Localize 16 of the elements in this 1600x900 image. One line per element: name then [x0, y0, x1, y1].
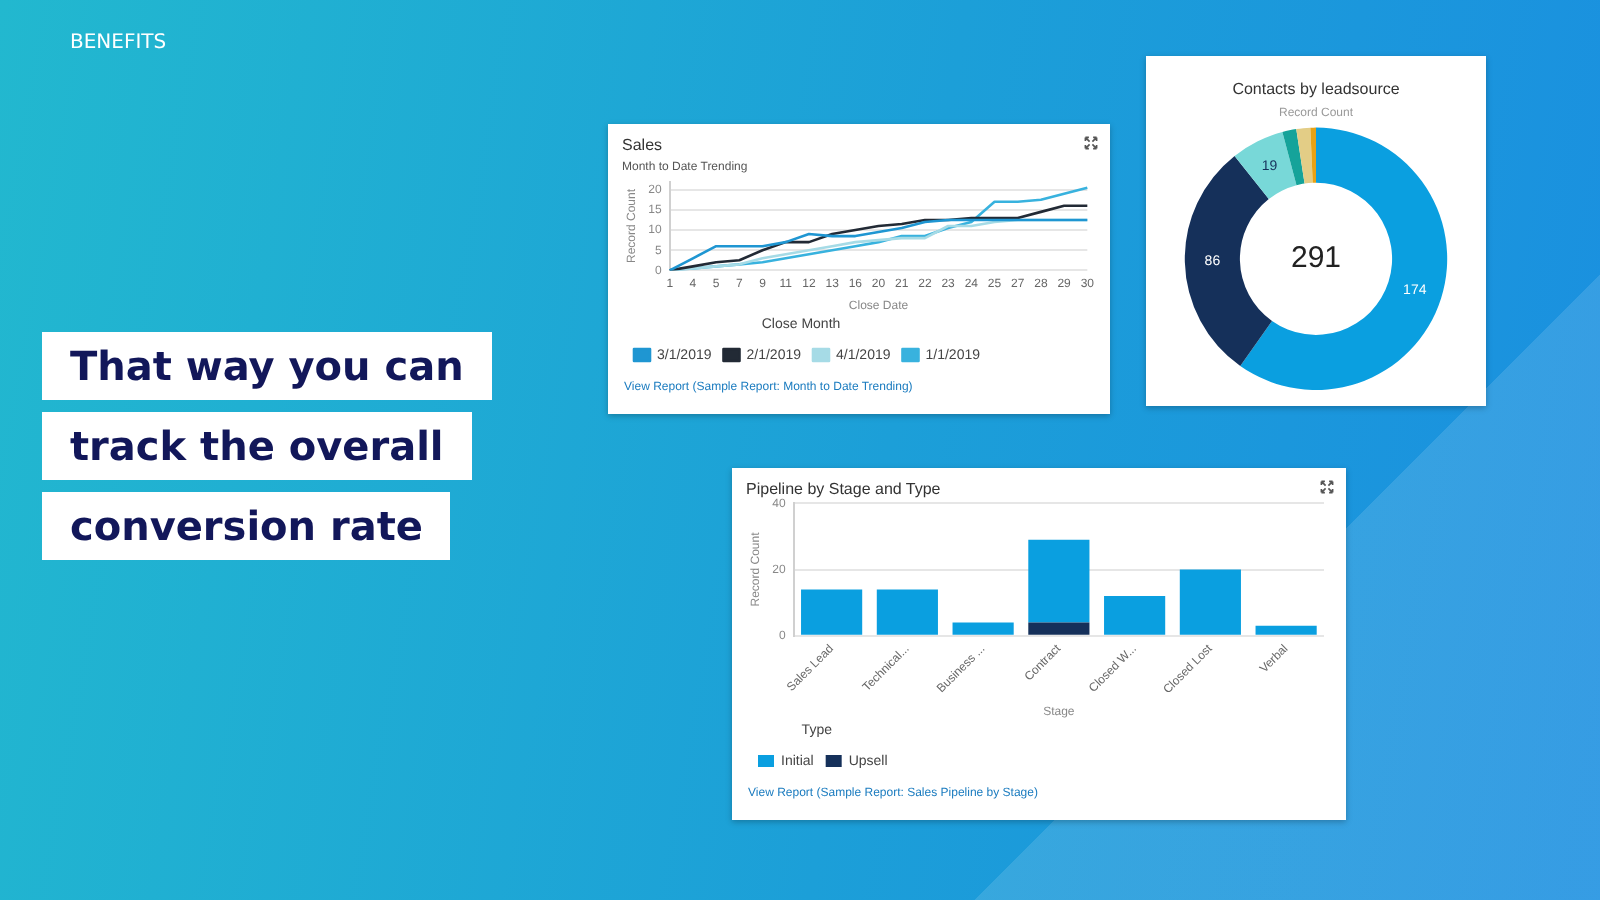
caption-box: That way you can	[42, 332, 492, 400]
bar	[1028, 539, 1090, 623]
chart-title: Contacts by leadsource	[1232, 80, 1401, 99]
bar	[1104, 596, 1166, 635]
text: 291	[1290, 241, 1342, 276]
bar	[876, 589, 938, 635]
bar	[1255, 625, 1317, 635]
bar	[1028, 622, 1090, 635]
bar	[952, 622, 1014, 635]
caption-box: conversion rate	[42, 492, 451, 560]
text: BENEFITS	[70, 32, 167, 54]
chart-title: Pipeline by Stage and Type	[746, 480, 942, 499]
bar	[801, 589, 863, 635]
caption-box: track the overall	[42, 412, 472, 480]
bar	[1179, 569, 1241, 635]
chart-title: Sales	[622, 136, 663, 155]
